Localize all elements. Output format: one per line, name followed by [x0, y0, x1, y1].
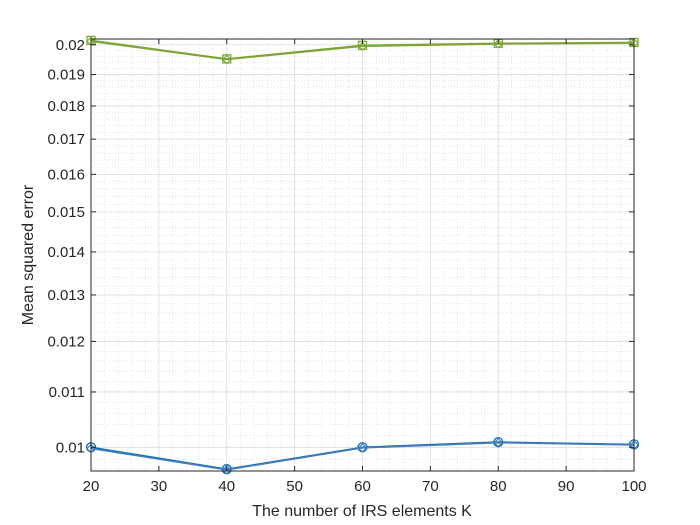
x-axis-label: The number of IRS elements K: [252, 503, 472, 520]
x-tick-label: 100: [621, 478, 646, 495]
data-point-diamond: [357, 443, 368, 453]
data-point-diamond: [493, 437, 504, 448]
x-tick-label: 40: [218, 478, 235, 495]
data-point-diamond: [357, 41, 368, 52]
data-point-diamond: [221, 54, 232, 65]
y-tick-label: 0.015: [47, 204, 85, 221]
series-line: [90, 40, 635, 61]
y-axis-label: Mean squared error: [20, 184, 37, 325]
y-tick-label: 0.018: [47, 98, 85, 115]
x-tick-label: 50: [286, 478, 303, 495]
y-tick-label: 0.011: [49, 384, 85, 401]
series-layer: [85, 35, 640, 475]
y-tick-label: 0.013: [47, 287, 85, 304]
x-tick-label: 60: [354, 478, 371, 495]
x-tick-label: 30: [151, 478, 168, 495]
y-tick-label: 0.012: [47, 333, 85, 350]
series-line: [90, 441, 635, 471]
x-tick-label: 90: [558, 478, 575, 495]
data-point-diamond: [221, 465, 232, 475]
y-tick-label: 0.01: [56, 439, 85, 456]
x-tick-label: 80: [490, 478, 507, 495]
x-tick-label: 70: [422, 478, 439, 495]
y-tick-label: 0.017: [47, 131, 85, 148]
major-grid: [91, 39, 634, 471]
y-tick-label: 0.02: [56, 37, 85, 54]
y-tick-label: 0.016: [47, 166, 85, 183]
y-tick-label: 0.019: [47, 67, 85, 84]
data-point-diamond: [493, 39, 504, 49]
x-ticks: 20 30 40 50 60 70 80 90 100: [83, 39, 647, 495]
y-tick-label: 0.014: [47, 244, 85, 261]
x-tick-label: 20: [83, 478, 100, 495]
minor-grid: [91, 39, 634, 471]
y-ticks: 0.01 0.011 0.012 0.013 0.014 0.015 0.016 0.017 0…: [47, 37, 634, 456]
